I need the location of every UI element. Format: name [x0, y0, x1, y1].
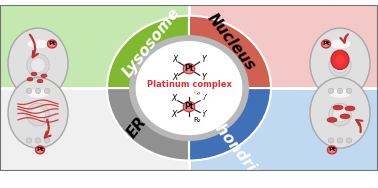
Ellipse shape — [330, 39, 350, 48]
Circle shape — [327, 146, 336, 154]
Circle shape — [183, 64, 195, 74]
Ellipse shape — [35, 88, 41, 94]
Text: Nucleus: Nucleus — [204, 11, 258, 74]
Bar — [0, 5, 189, 88]
Ellipse shape — [41, 74, 47, 77]
Ellipse shape — [329, 54, 351, 77]
Text: Pt: Pt — [48, 42, 56, 46]
Ellipse shape — [333, 107, 347, 122]
Wedge shape — [189, 16, 271, 88]
Ellipse shape — [330, 89, 350, 98]
Text: Y: Y — [201, 73, 206, 82]
Ellipse shape — [333, 105, 343, 110]
Text: Pt: Pt — [184, 64, 194, 73]
Ellipse shape — [28, 39, 48, 48]
Text: Lysosome: Lysosome — [119, 5, 183, 80]
Wedge shape — [107, 88, 189, 161]
Ellipse shape — [31, 107, 45, 122]
Ellipse shape — [37, 79, 43, 83]
Circle shape — [129, 35, 249, 141]
Ellipse shape — [8, 28, 68, 99]
Ellipse shape — [328, 138, 334, 143]
Text: R₁: R₁ — [193, 90, 200, 96]
Ellipse shape — [329, 103, 351, 126]
Bar — [189, 88, 378, 171]
Text: Pt: Pt — [184, 102, 194, 111]
Text: R₂: R₂ — [193, 117, 201, 123]
Ellipse shape — [328, 88, 334, 94]
Ellipse shape — [27, 54, 49, 77]
Wedge shape — [189, 88, 271, 161]
Ellipse shape — [345, 106, 355, 111]
Ellipse shape — [346, 88, 352, 94]
Circle shape — [322, 40, 330, 48]
Ellipse shape — [346, 138, 352, 143]
Ellipse shape — [340, 114, 350, 119]
Text: Y: Y — [202, 94, 206, 103]
Bar — [0, 88, 189, 171]
Circle shape — [135, 40, 243, 136]
Ellipse shape — [337, 138, 343, 143]
Ellipse shape — [310, 28, 370, 99]
Ellipse shape — [44, 88, 50, 94]
Text: Platinum complex: Platinum complex — [147, 80, 231, 89]
Text: Pt: Pt — [36, 147, 44, 152]
Ellipse shape — [331, 50, 349, 70]
Text: X: X — [171, 110, 177, 119]
Ellipse shape — [27, 103, 49, 126]
Ellipse shape — [327, 118, 337, 122]
Ellipse shape — [35, 138, 41, 143]
Text: X: X — [172, 73, 177, 82]
Ellipse shape — [31, 58, 45, 73]
Ellipse shape — [26, 88, 32, 94]
Ellipse shape — [337, 88, 343, 94]
Ellipse shape — [31, 72, 37, 76]
Circle shape — [36, 146, 45, 154]
Ellipse shape — [333, 58, 347, 73]
Text: Pt: Pt — [322, 42, 330, 46]
Ellipse shape — [336, 55, 344, 65]
Text: Y: Y — [201, 55, 206, 64]
Ellipse shape — [8, 77, 68, 148]
Ellipse shape — [310, 77, 370, 148]
Ellipse shape — [28, 89, 48, 98]
Ellipse shape — [26, 138, 32, 143]
Circle shape — [183, 102, 195, 112]
Circle shape — [48, 40, 56, 48]
Ellipse shape — [44, 138, 50, 143]
Text: Mitochondria: Mitochondria — [183, 85, 265, 183]
Ellipse shape — [27, 77, 33, 81]
Text: X: X — [172, 55, 177, 64]
Wedge shape — [107, 16, 189, 88]
Text: Y: Y — [202, 110, 206, 119]
Text: Pt: Pt — [328, 147, 336, 152]
Bar — [189, 5, 378, 88]
Text: ER: ER — [124, 114, 150, 141]
Text: X: X — [171, 94, 177, 103]
